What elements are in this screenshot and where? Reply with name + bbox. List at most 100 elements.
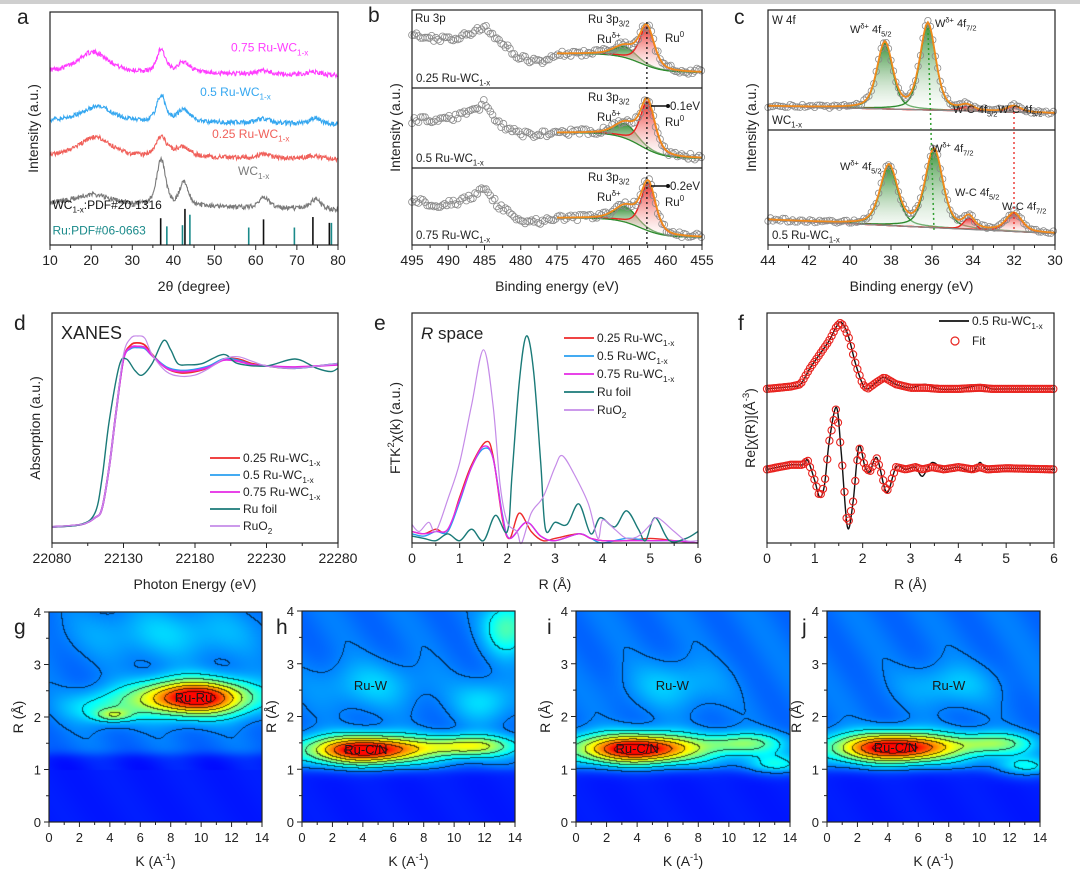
- label-part: 32: [1006, 252, 1022, 268]
- fit-marker: [825, 436, 834, 445]
- fit-marker: [887, 474, 896, 483]
- component-fill: [557, 123, 702, 159]
- y-tick-label: 2: [287, 710, 294, 725]
- y-tick-label: 3: [34, 658, 41, 673]
- x-tick-label: 34: [965, 252, 981, 268]
- data-point: [690, 155, 699, 164]
- label-part: 1: [34, 763, 41, 778]
- label-part: 4: [34, 605, 41, 620]
- data-point: [865, 213, 873, 221]
- label-part: 1-x: [473, 159, 484, 168]
- data-point: [627, 202, 636, 211]
- label-part: -1: [941, 852, 949, 863]
- data-point: [436, 37, 445, 45]
- fit-marker: [997, 384, 1006, 394]
- y-axis-label: Absorption (a.u.): [27, 376, 43, 480]
- label-part: 2: [812, 710, 819, 725]
- label-part: Ru-C/N: [874, 740, 917, 755]
- label-part: 3/2: [619, 98, 630, 107]
- y-axis-label: R (Å): [263, 700, 279, 733]
- y-tick-label: 4: [287, 604, 294, 619]
- label-part: 475: [545, 252, 569, 268]
- label-part: :PDF#20-1316: [84, 198, 162, 212]
- x-tick-label: 30: [1047, 252, 1063, 268]
- fit-marker: [1021, 384, 1030, 394]
- x-tick-label: 460: [654, 252, 678, 268]
- label-part: K (A: [388, 853, 416, 869]
- fit-marker: [846, 506, 856, 516]
- label-part: Ru-C/N: [615, 741, 658, 756]
- x-tick-label: 8: [695, 830, 702, 845]
- fit-marker: [885, 376, 894, 385]
- fit-marker: [820, 474, 830, 484]
- x-tick-label: 6: [664, 830, 671, 845]
- fit-marker: [907, 383, 916, 392]
- label-part: 6: [1050, 550, 1058, 566]
- component-label: Ru0: [665, 194, 685, 209]
- x-tick-label: 8: [167, 830, 174, 845]
- fit-marker: [825, 335, 834, 345]
- data-point: [469, 194, 477, 203]
- data-point: [961, 212, 969, 220]
- label-part: 0.1eV: [670, 101, 700, 113]
- panel-title: R space: [421, 324, 483, 343]
- fit-marker: [795, 380, 804, 389]
- data-point: [593, 214, 601, 222]
- series-line-1: [51, 346, 339, 528]
- x-tick-label: 22180: [176, 550, 215, 566]
- label-part: 2: [287, 710, 294, 725]
- data-point: [825, 216, 834, 224]
- fit-marker: [836, 318, 845, 328]
- label-part: space: [433, 324, 483, 343]
- data-point: [798, 101, 807, 109]
- label-part: 0.75 Ru-WC: [416, 230, 479, 242]
- label-part: 0.75 Ru-WC: [597, 367, 663, 381]
- data-point: [547, 216, 555, 224]
- label-part: 1: [287, 762, 294, 777]
- x-tick-label: 8: [945, 830, 952, 845]
- fit-marker: [935, 384, 944, 394]
- label-part: 7/2: [966, 24, 976, 33]
- label-part: 0.25 Ru-WC: [243, 451, 309, 465]
- region-label: Ru 3p: [415, 13, 446, 25]
- data-point: [603, 125, 612, 133]
- data-point: [532, 132, 540, 140]
- data-point: [830, 101, 839, 109]
- label-part: RuO: [597, 403, 622, 417]
- label-part: 1-x: [479, 79, 490, 88]
- label-part: 0.5 Ru-WC: [772, 230, 829, 242]
- x-tick-label: 480: [509, 252, 533, 268]
- xrd-series-1: [49, 93, 339, 128]
- legend-label: RuO2: [243, 519, 273, 536]
- data-point: [998, 219, 1006, 227]
- panel-letter: g: [14, 616, 26, 639]
- x-axis-label: R (Å): [539, 576, 572, 592]
- data-point: [645, 98, 653, 106]
- x-tick-label: 470: [582, 252, 606, 268]
- y-tick-label: 1: [34, 763, 41, 778]
- label-part: 0.2eV: [670, 181, 700, 193]
- series-line-4: [51, 335, 339, 528]
- x-tick-label: 10: [972, 830, 986, 845]
- fit-marker: [952, 384, 961, 394]
- y-tick-label: 0: [812, 815, 819, 830]
- label-part: 20: [83, 252, 99, 268]
- subpanel: [408, 96, 706, 164]
- fit-marker: [887, 377, 896, 386]
- label-part: W-C 4f: [1002, 201, 1037, 213]
- sample-label: 0.5 Ru-WC1-x: [772, 230, 840, 245]
- fit-marker: [1016, 384, 1026, 394]
- x-tick-label: 6: [137, 830, 144, 845]
- label-part: 3: [907, 550, 915, 566]
- label-part: Ru 3p: [415, 13, 446, 25]
- data-point: [803, 218, 812, 226]
- component-label: Wδ+ 4f5/2: [840, 158, 882, 175]
- label-part: R (Å): [539, 576, 572, 592]
- data-point: [575, 129, 584, 138]
- fit-marker: [950, 384, 959, 394]
- label-part: 0: [680, 30, 685, 39]
- data-point: [1049, 107, 1058, 116]
- fit-marker: [831, 405, 841, 414]
- legend-label: 0.5 Ru-WC1-x: [972, 314, 1043, 331]
